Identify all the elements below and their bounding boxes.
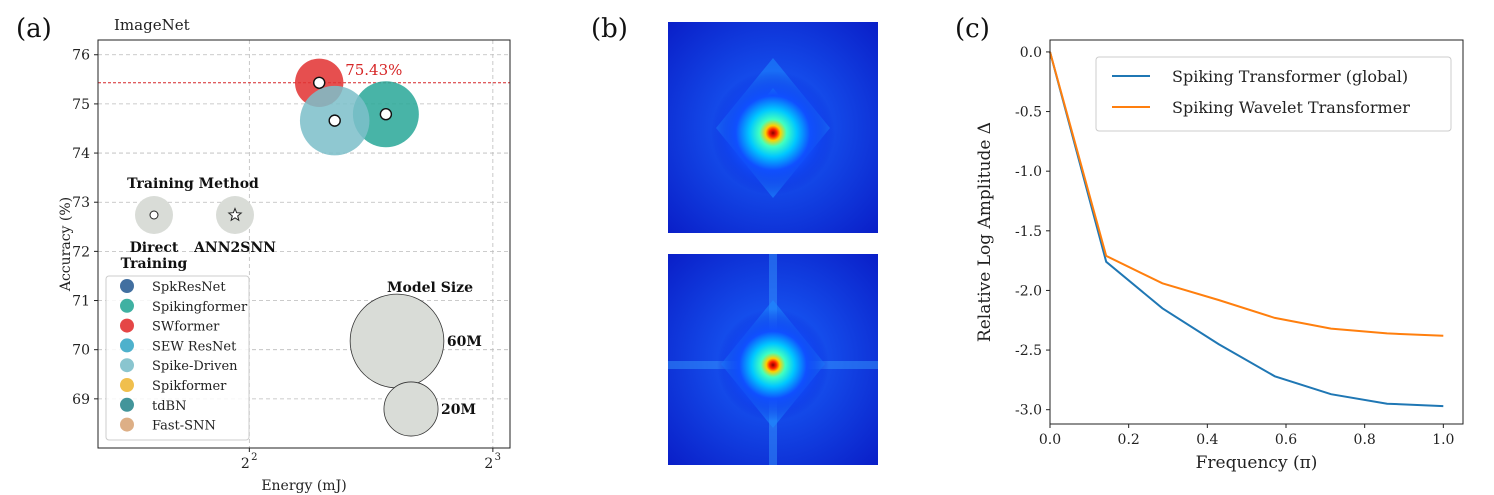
legend-marker <box>120 378 134 392</box>
marker-circle <box>328 114 341 127</box>
y-tick-label: 70 <box>72 343 90 359</box>
bubble-chart: 75.43%69707172737475762223242526ImageNet… <box>58 16 511 494</box>
panel-label-b: (b) <box>591 14 628 44</box>
legend-marker <box>120 417 134 432</box>
y-tick-label: 69 <box>72 392 90 408</box>
legend-marker <box>120 298 134 313</box>
model-size-label: 60M <box>447 334 482 350</box>
y-tick-label: 74 <box>72 146 90 162</box>
series-line-wavelet <box>1049 51 1444 337</box>
legend-label: Spikingformer <box>152 300 248 315</box>
y-tick-label: -0.5 <box>1015 105 1042 121</box>
plot-frame <box>97 39 511 449</box>
panel-label-c: (c) <box>955 14 990 44</box>
chart-title: ImageNet <box>114 16 190 34</box>
legend-label: tdBN <box>152 399 186 414</box>
model-size-label: 20M <box>441 402 476 418</box>
y-tick-label: 72 <box>72 244 90 260</box>
legend-marker <box>120 397 134 412</box>
x-axis-label: Energy (mJ) <box>261 478 346 494</box>
plot-frame <box>1049 39 1464 425</box>
x-tick-label: 0.2 <box>1118 432 1140 448</box>
y-tick-label: -1.0 <box>1015 164 1042 180</box>
y-tick-label: -3.0 <box>1015 403 1042 419</box>
y-tick-label: 0.0 <box>1020 45 1042 61</box>
x-tick-label: 0.4 <box>1196 432 1218 448</box>
marker-circle <box>313 76 326 89</box>
legend-box <box>105 275 250 441</box>
y-tick-label: 76 <box>72 48 90 64</box>
heatmap-lower <box>668 254 878 465</box>
legend-marker <box>120 338 134 353</box>
x-tick-exponent: 3 <box>495 452 501 463</box>
legend-label: SEW ResNet <box>152 339 237 354</box>
training-method-label: Direct <box>130 240 179 256</box>
legend-label: Spiking Wavelet Transformer <box>1172 98 1410 117</box>
panel-label-a: (a) <box>16 14 52 44</box>
legend-box <box>1095 56 1452 132</box>
x-tick-label: 0.6 <box>1275 432 1297 448</box>
marker-circle <box>379 108 393 121</box>
spectrum-heatmaps <box>668 22 878 465</box>
legend-label: Spiking Transformer (global) <box>1172 67 1408 86</box>
legend-marker <box>120 279 134 293</box>
x-tick-label: 1.0 <box>1432 432 1454 448</box>
y-axis-label: Accuracy (%) <box>58 197 74 292</box>
model-size-bubble <box>383 381 439 437</box>
y-axis-label: Relative Log Amplitude Δ <box>975 122 995 342</box>
x-tick-label: 2 <box>241 456 250 472</box>
legend-label: Fast-SNN <box>152 419 216 434</box>
legend-marker <box>120 318 134 333</box>
series-line-global <box>1049 51 1444 408</box>
training-method-star-icon <box>227 207 243 222</box>
x-tick-label: 2 <box>484 456 493 472</box>
y-tick-label: 73 <box>72 195 90 211</box>
y-tick-label: -2.0 <box>1015 283 1042 299</box>
legend-label: SWformer <box>152 320 220 335</box>
legend-label: SpkResNet <box>152 280 226 295</box>
model-size-title: Model Size <box>387 280 473 296</box>
legend-marker <box>120 358 134 373</box>
y-tick-label: -1.5 <box>1015 224 1042 240</box>
training-method-label-line2: Training <box>121 256 188 272</box>
frequency-line-chart: 0.0 -0.5 -1.0 -1.5 -2.0 -2.5 -3.0 0.0 0.2 0.4 0.6 0… <box>975 39 1464 473</box>
heatmap-upper <box>668 22 878 233</box>
x-axis-label: Frequency (π) <box>1196 453 1318 473</box>
y-tick-label: -2.5 <box>1015 343 1042 359</box>
y-tick-label: 71 <box>72 294 90 310</box>
x-tick-label: 0.8 <box>1354 432 1376 448</box>
training-method-label: ANN2SNN <box>193 240 276 256</box>
reference-line-label: 75.43% <box>345 61 402 79</box>
legend-label: Spikformer <box>152 379 227 394</box>
legend-label: Spike-Driven <box>152 359 238 374</box>
model-size-bubble <box>349 293 445 389</box>
training-method-title: Training Method <box>127 176 259 192</box>
x-tick-label: 0.0 <box>1039 432 1061 448</box>
y-tick-label: 75 <box>72 97 90 113</box>
training-method-circle-icon <box>149 210 159 220</box>
x-tick-exponent: 2 <box>251 452 257 463</box>
